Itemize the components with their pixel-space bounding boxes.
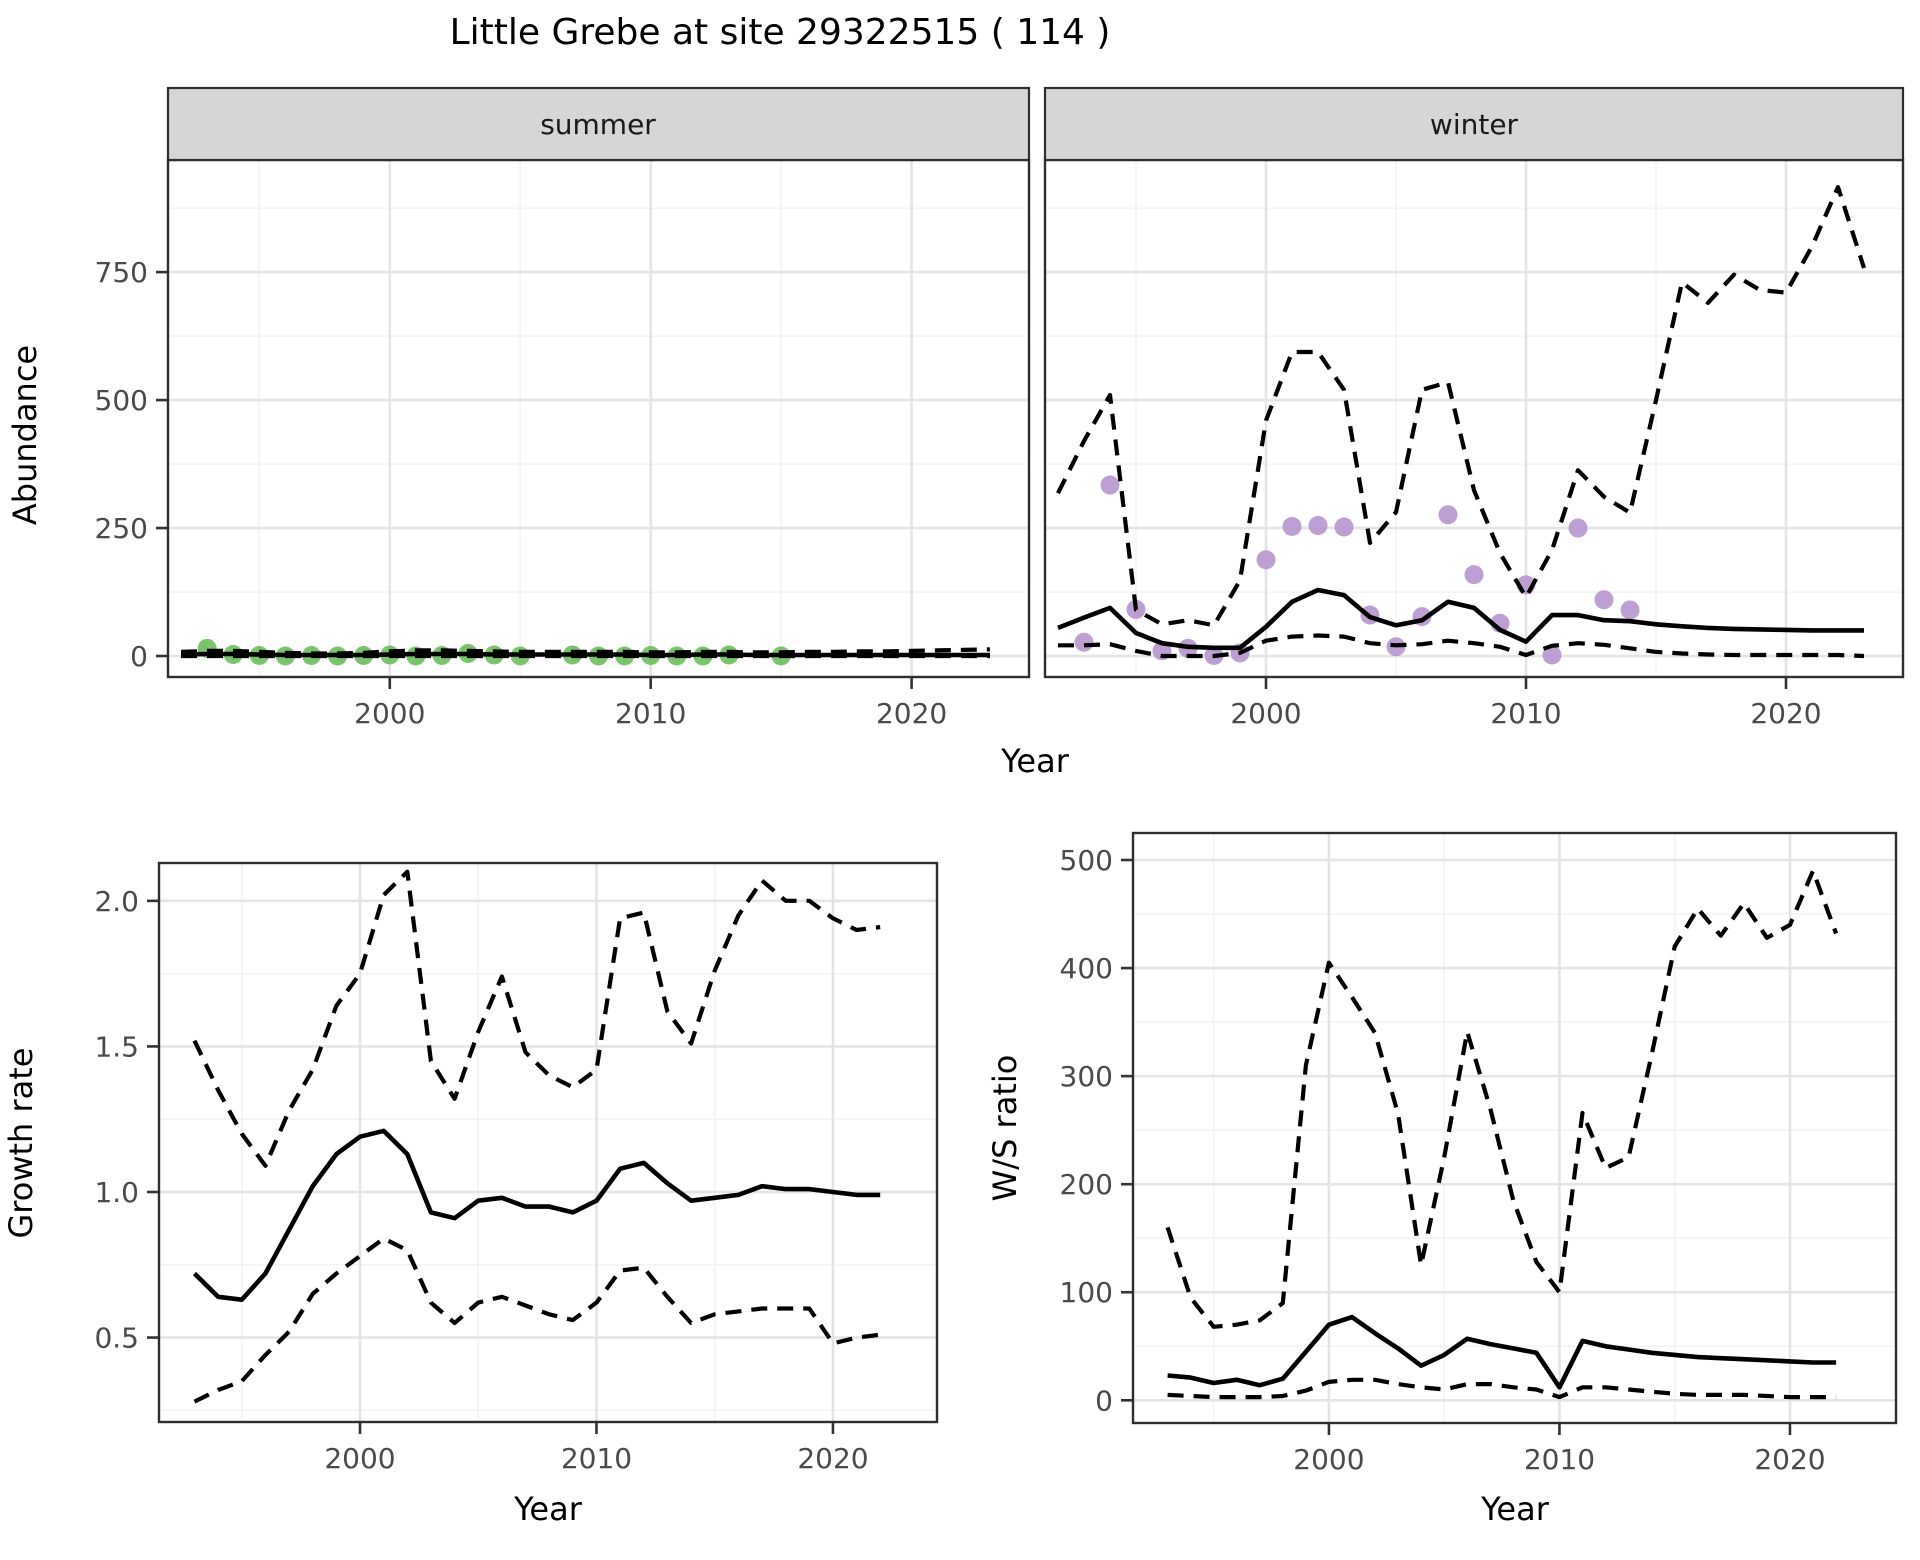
y-tick-label: 750 [95,256,148,289]
panel-border [157,861,939,1424]
y-axis-title-abundance: Abundance [6,345,44,525]
y-tick-label: 300 [1060,1060,1113,1093]
plot-area [1056,185,1866,666]
ci_lower-line [193,1236,881,1404]
ci_upper-line [192,869,881,1168]
fit-line [1057,587,1864,651]
data-point [1256,550,1276,570]
x-tick-label: 2000 [1293,1443,1364,1476]
facet-strip [166,86,1031,162]
data-point [1568,518,1588,538]
panel-background [1133,833,1896,1423]
fit-line [1167,1314,1837,1390]
data-point [1282,517,1302,537]
plot-area [1165,868,1839,1400]
ci_upper-line [180,647,990,656]
x-tick-label: 2010 [1490,697,1561,730]
facet-label-summer: summer [540,108,656,141]
x-axis-title-year-ws: Year [1480,1490,1550,1528]
y-axis-title-ws-ratio: W/S ratio [986,1055,1024,1202]
x-axis-title-year-growth: Year [513,1490,583,1528]
ci_lower-line [1058,633,1865,659]
x-tick-label: 2020 [797,1442,868,1475]
ci_upper-line [1165,868,1839,1329]
panel-ws-ratio: 2000 2010 2020 0 100 200 300 400 500 [1060,831,1898,1476]
data-point [1464,565,1484,585]
data-point [1542,645,1562,665]
panel-abundance-winter: 2000 2010 2020 [1043,86,1905,730]
facet-strip [1043,86,1905,162]
data-point [1438,505,1458,525]
y-tick-label: 250 [95,512,148,545]
x-tick-label: 2020 [1754,1443,1825,1476]
panel-abundance-summer: 2000 2010 2020 0 250 500 750 [95,86,1031,730]
y-tick-label: 0 [1095,1384,1113,1417]
ci_upper-line [1056,185,1866,628]
y-tick-label: 200 [1060,1168,1113,1201]
plot-area [180,638,990,666]
y-tick-label: 2.0 [94,885,139,918]
data-point [1334,517,1354,537]
y-tick-label: 500 [95,384,148,417]
x-tick-label: 2010 [1524,1443,1595,1476]
x-tick-label: 2020 [876,697,947,730]
x-axis-title-year-top: Year [1000,742,1070,780]
x-tick-label: 2010 [561,1442,632,1475]
chart-title: Little Grebe at site 29322515 ( 114 ) [450,12,1111,53]
facet-label-winter: winter [1430,108,1519,141]
y-tick-label: 0.5 [94,1322,139,1355]
x-tick-label: 2010 [615,697,686,730]
x-tick-label: 2000 [324,1442,395,1475]
data-point [1620,600,1640,620]
x-tick-label: 2000 [354,697,425,730]
x-tick-label: 2020 [1750,697,1821,730]
panel-background [159,863,937,1422]
data-point [1594,590,1614,610]
fit-line [192,1128,881,1302]
data-point [1074,632,1094,652]
y-tick-label: 500 [1060,844,1113,877]
y-tick-label: 100 [1060,1276,1113,1309]
y-tick-label: 1.0 [94,1176,139,1209]
panel-growth-rate: 2000 2010 2020 0.5 1.0 1.5 2.0 [94,861,939,1475]
panel-border [1131,831,1898,1425]
y-tick-label: 400 [1060,952,1113,985]
y-axis-title-growth-rate: Growth rate [2,1048,40,1239]
x-tick-label: 2000 [1230,697,1301,730]
panel-background [168,160,1029,677]
plot-area [192,869,881,1404]
y-tick-label: 0 [130,640,148,673]
data-point [1100,475,1120,495]
ci_lower-line [1167,1377,1837,1400]
data-point [1308,515,1328,535]
y-tick-label: 1.5 [94,1030,139,1063]
panel-background [1045,160,1903,677]
